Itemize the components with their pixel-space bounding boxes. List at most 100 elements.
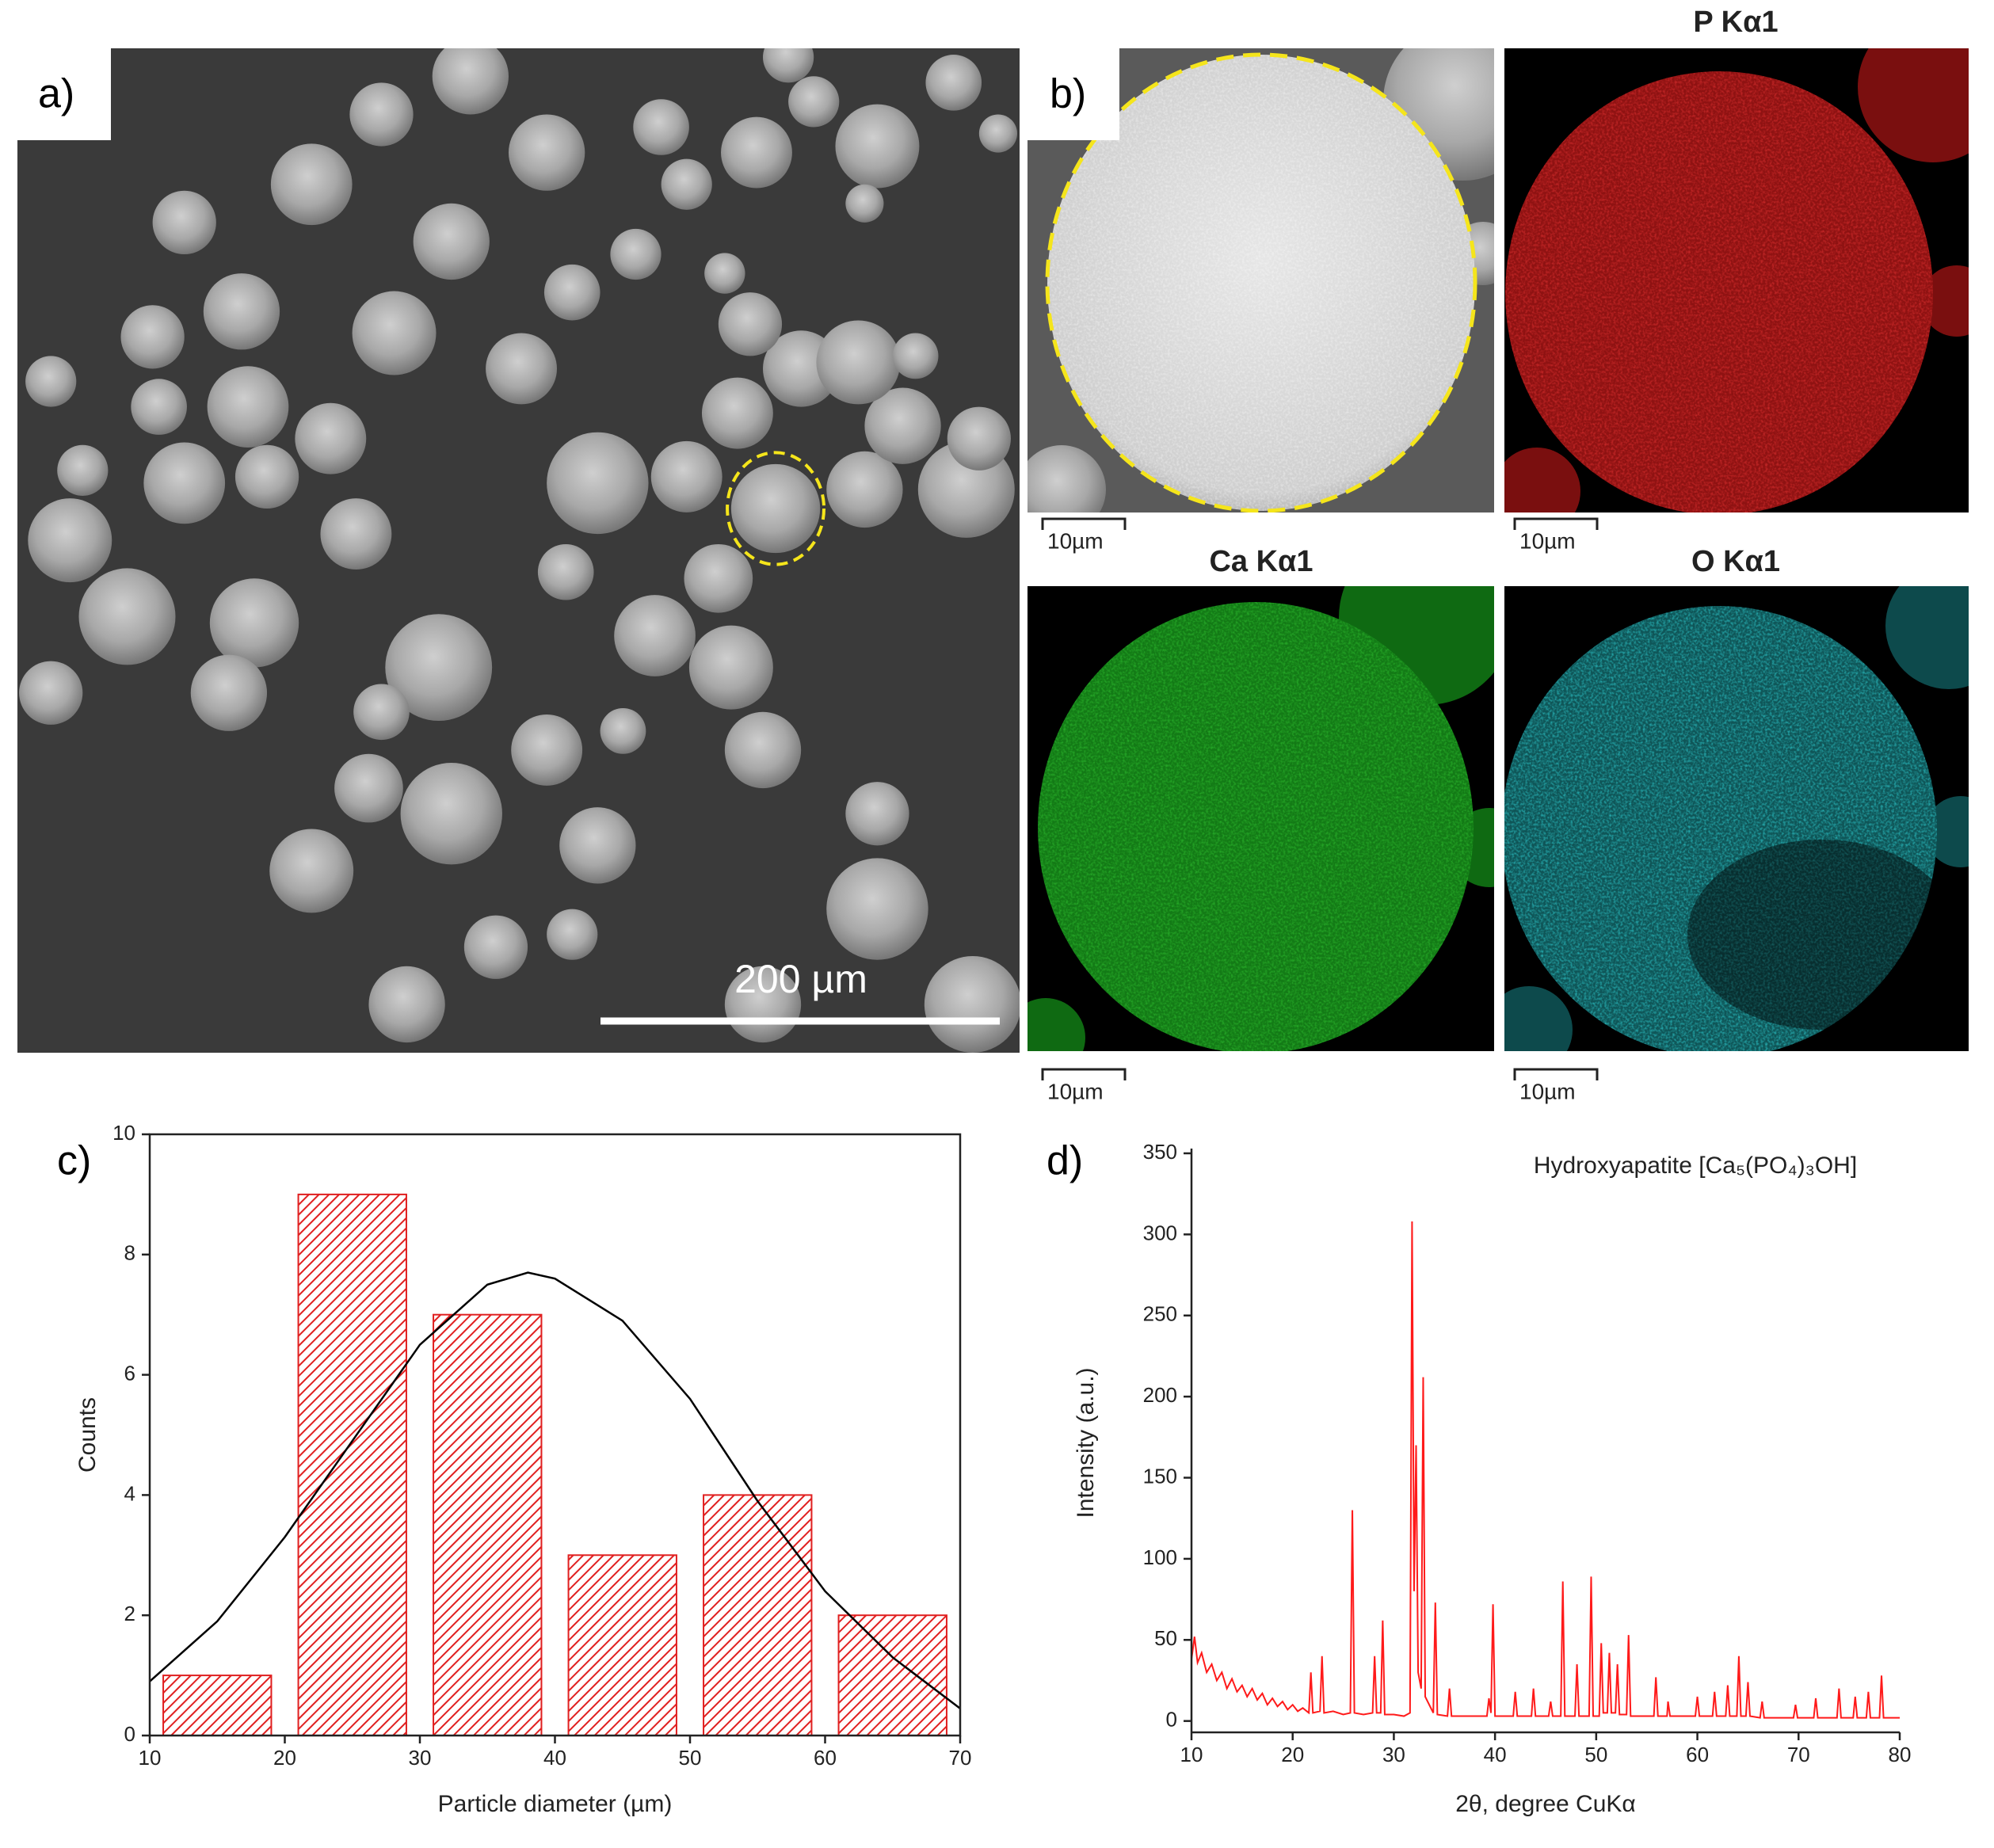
particle xyxy=(721,116,792,189)
x-tick-label: 20 xyxy=(273,1746,296,1770)
particle xyxy=(925,55,982,111)
particle xyxy=(234,444,299,509)
particle xyxy=(152,190,216,254)
particle xyxy=(320,498,392,570)
particle xyxy=(190,654,268,731)
scale-bars: 10µm 10µm 10µm 10µm xyxy=(1041,517,1599,1103)
y-tick-label: 2 xyxy=(124,1602,135,1625)
particle xyxy=(826,858,928,960)
particle xyxy=(353,684,410,741)
particle xyxy=(270,143,353,226)
x-tick-label: 50 xyxy=(1584,1743,1607,1766)
particle xyxy=(131,379,187,435)
particle xyxy=(57,444,109,496)
label-box xyxy=(17,48,111,140)
label-box xyxy=(1028,48,1119,140)
x-tick-label: 70 xyxy=(1787,1743,1810,1766)
y-tick-label: 50 xyxy=(1154,1626,1177,1650)
particle xyxy=(892,333,939,379)
particle xyxy=(610,228,661,280)
particle xyxy=(207,366,289,448)
y-tick-label: 8 xyxy=(124,1241,135,1265)
particle xyxy=(763,48,814,83)
x-tick-label: 70 xyxy=(949,1746,972,1770)
particle xyxy=(19,661,83,725)
particle xyxy=(661,158,712,210)
particle xyxy=(543,264,600,321)
particle xyxy=(509,114,585,191)
x-tick-label: 80 xyxy=(1889,1743,1912,1766)
y-tick-label: 4 xyxy=(124,1481,135,1505)
particle xyxy=(352,291,437,375)
panel-label: a) xyxy=(38,71,74,117)
element-map xyxy=(1028,586,1494,1051)
panel-label: b) xyxy=(1050,71,1086,117)
scale-bar-label: 200 µm xyxy=(734,957,867,1001)
particle xyxy=(614,595,696,676)
particle xyxy=(413,203,490,280)
y-tick-label: 350 xyxy=(1143,1140,1177,1164)
particle xyxy=(718,292,783,356)
particle xyxy=(559,807,636,884)
particle xyxy=(269,829,354,913)
particle xyxy=(120,305,185,369)
y-tick-label: 6 xyxy=(124,1361,135,1385)
particle xyxy=(349,82,414,147)
scale-bar-label: 10µm xyxy=(1519,528,1576,553)
particle xyxy=(209,578,299,668)
particle xyxy=(704,253,745,294)
x-tick-label: 30 xyxy=(1382,1743,1405,1766)
line xyxy=(1191,1221,1900,1719)
scale-bar-label: 10µm xyxy=(1047,1079,1104,1103)
y-tick-label: 250 xyxy=(1143,1302,1177,1326)
fit-curve xyxy=(149,1271,961,1709)
bar xyxy=(837,1614,947,1736)
particle xyxy=(537,543,594,600)
element-map xyxy=(1504,586,1969,1051)
x-axis-title: 2θ, degree CuKα xyxy=(1455,1791,1636,1817)
bar xyxy=(297,1193,407,1736)
particle xyxy=(845,184,884,223)
particle xyxy=(947,406,1011,471)
particle xyxy=(684,543,753,613)
panel-label: c) xyxy=(57,1138,91,1184)
bar xyxy=(567,1554,677,1737)
y-tick-label: 10 xyxy=(112,1121,135,1145)
particle xyxy=(633,99,689,155)
particle xyxy=(295,402,367,474)
x-tick-label: 30 xyxy=(409,1746,432,1770)
scale-bar-label: 10µm xyxy=(1047,528,1104,553)
sem-image xyxy=(17,48,1020,1053)
particle xyxy=(432,48,509,115)
map-title: O Kα1 xyxy=(1691,545,1780,578)
scale-bar xyxy=(1513,517,1599,530)
particle xyxy=(788,76,840,128)
particle xyxy=(730,463,821,554)
x-tick-label: 20 xyxy=(1281,1743,1304,1766)
y-tick-label: 100 xyxy=(1143,1545,1177,1569)
y-tick-label: 200 xyxy=(1143,1383,1177,1407)
particle xyxy=(203,273,280,350)
highlight xyxy=(726,451,826,566)
x-tick-label: 40 xyxy=(543,1746,566,1770)
particle xyxy=(835,104,920,189)
x-tick-label: 60 xyxy=(814,1746,837,1770)
scale-bar-label: 10µm xyxy=(1519,1079,1576,1103)
particle xyxy=(816,320,901,405)
x-tick-label: 50 xyxy=(679,1746,702,1770)
particle xyxy=(463,915,528,979)
particle xyxy=(334,753,403,823)
y-tick-label: 0 xyxy=(124,1722,135,1746)
x-tick-label: 10 xyxy=(139,1746,162,1770)
particle xyxy=(78,568,176,665)
particle xyxy=(25,356,77,407)
panel-label: d) xyxy=(1047,1138,1083,1184)
particle xyxy=(368,966,445,1043)
particle xyxy=(28,498,112,583)
scale-bar xyxy=(1041,1068,1127,1080)
y-axis-title: Intensity (a.u.) xyxy=(1073,1367,1099,1518)
y-axis-title: Counts xyxy=(74,1397,101,1473)
particle xyxy=(143,442,226,524)
y-tick-label: 0 xyxy=(1166,1708,1177,1732)
